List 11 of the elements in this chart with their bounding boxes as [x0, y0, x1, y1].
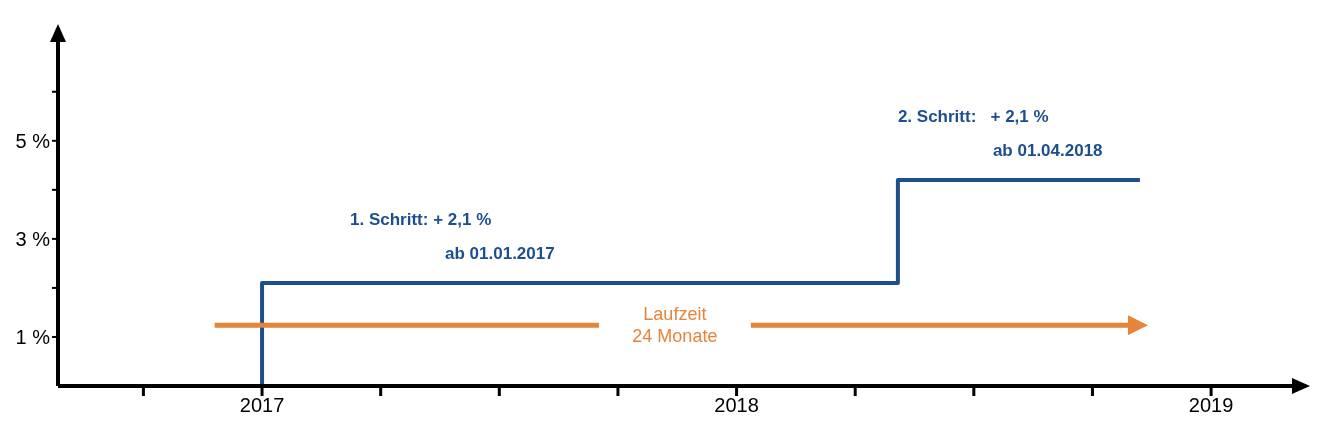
x-tick-label: 2018 [714, 394, 759, 417]
annotation: 2. Schritt: + 2,1 % [897, 107, 1049, 127]
y-tick-label: 5 % [15, 129, 51, 152]
annotation: 1. Schritt: + 2,1 % [350, 210, 492, 230]
series-label: Laufzeit 24 Monate [632, 304, 718, 347]
y-tick-label: 1 % [15, 326, 51, 349]
annotation: ab 01.01.2017 [445, 244, 555, 264]
x-tick-label: 2019 [1188, 394, 1234, 417]
x-tick-label: 2017 [239, 394, 285, 417]
y-tick-label: 3 % [15, 227, 51, 250]
annotation: ab 01.04.2018 [992, 141, 1103, 161]
